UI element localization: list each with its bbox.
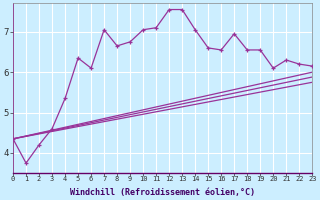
X-axis label: Windchill (Refroidissement éolien,°C): Windchill (Refroidissement éolien,°C) — [70, 188, 255, 197]
